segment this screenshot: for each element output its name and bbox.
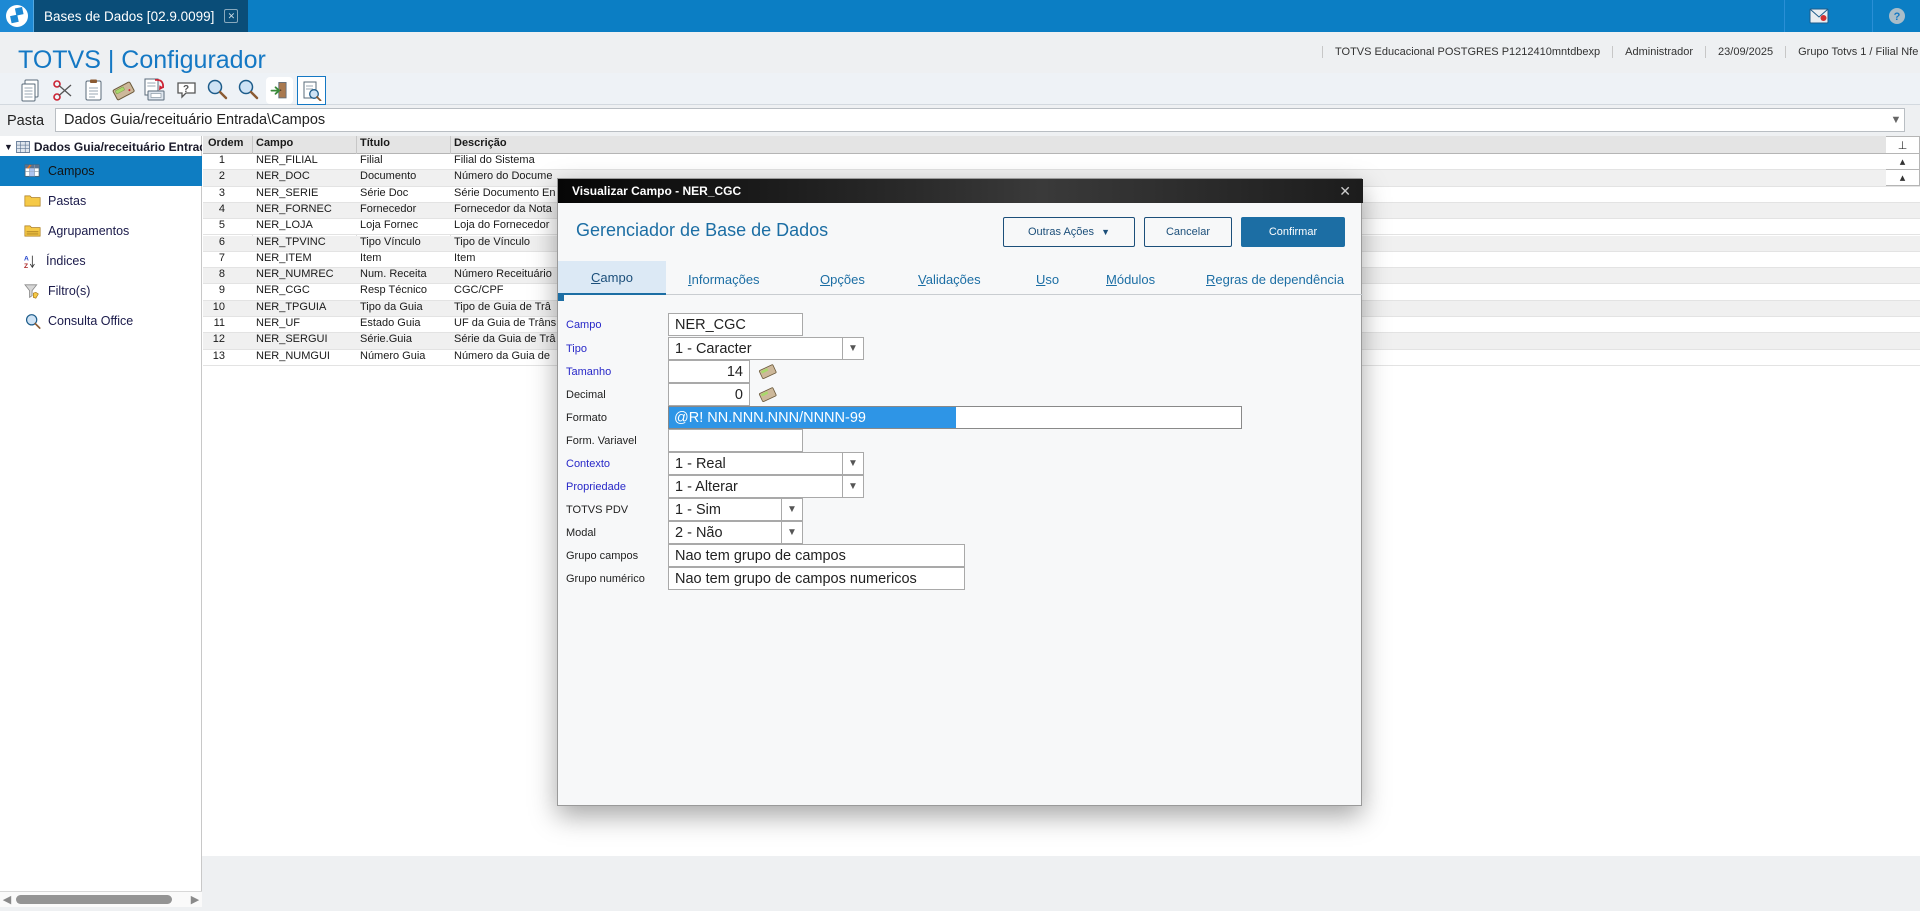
- svg-text:A: A: [24, 255, 29, 262]
- svg-text:Z: Z: [24, 263, 28, 269]
- svg-text:?: ?: [1893, 11, 1900, 23]
- svg-text:?: ?: [183, 84, 189, 95]
